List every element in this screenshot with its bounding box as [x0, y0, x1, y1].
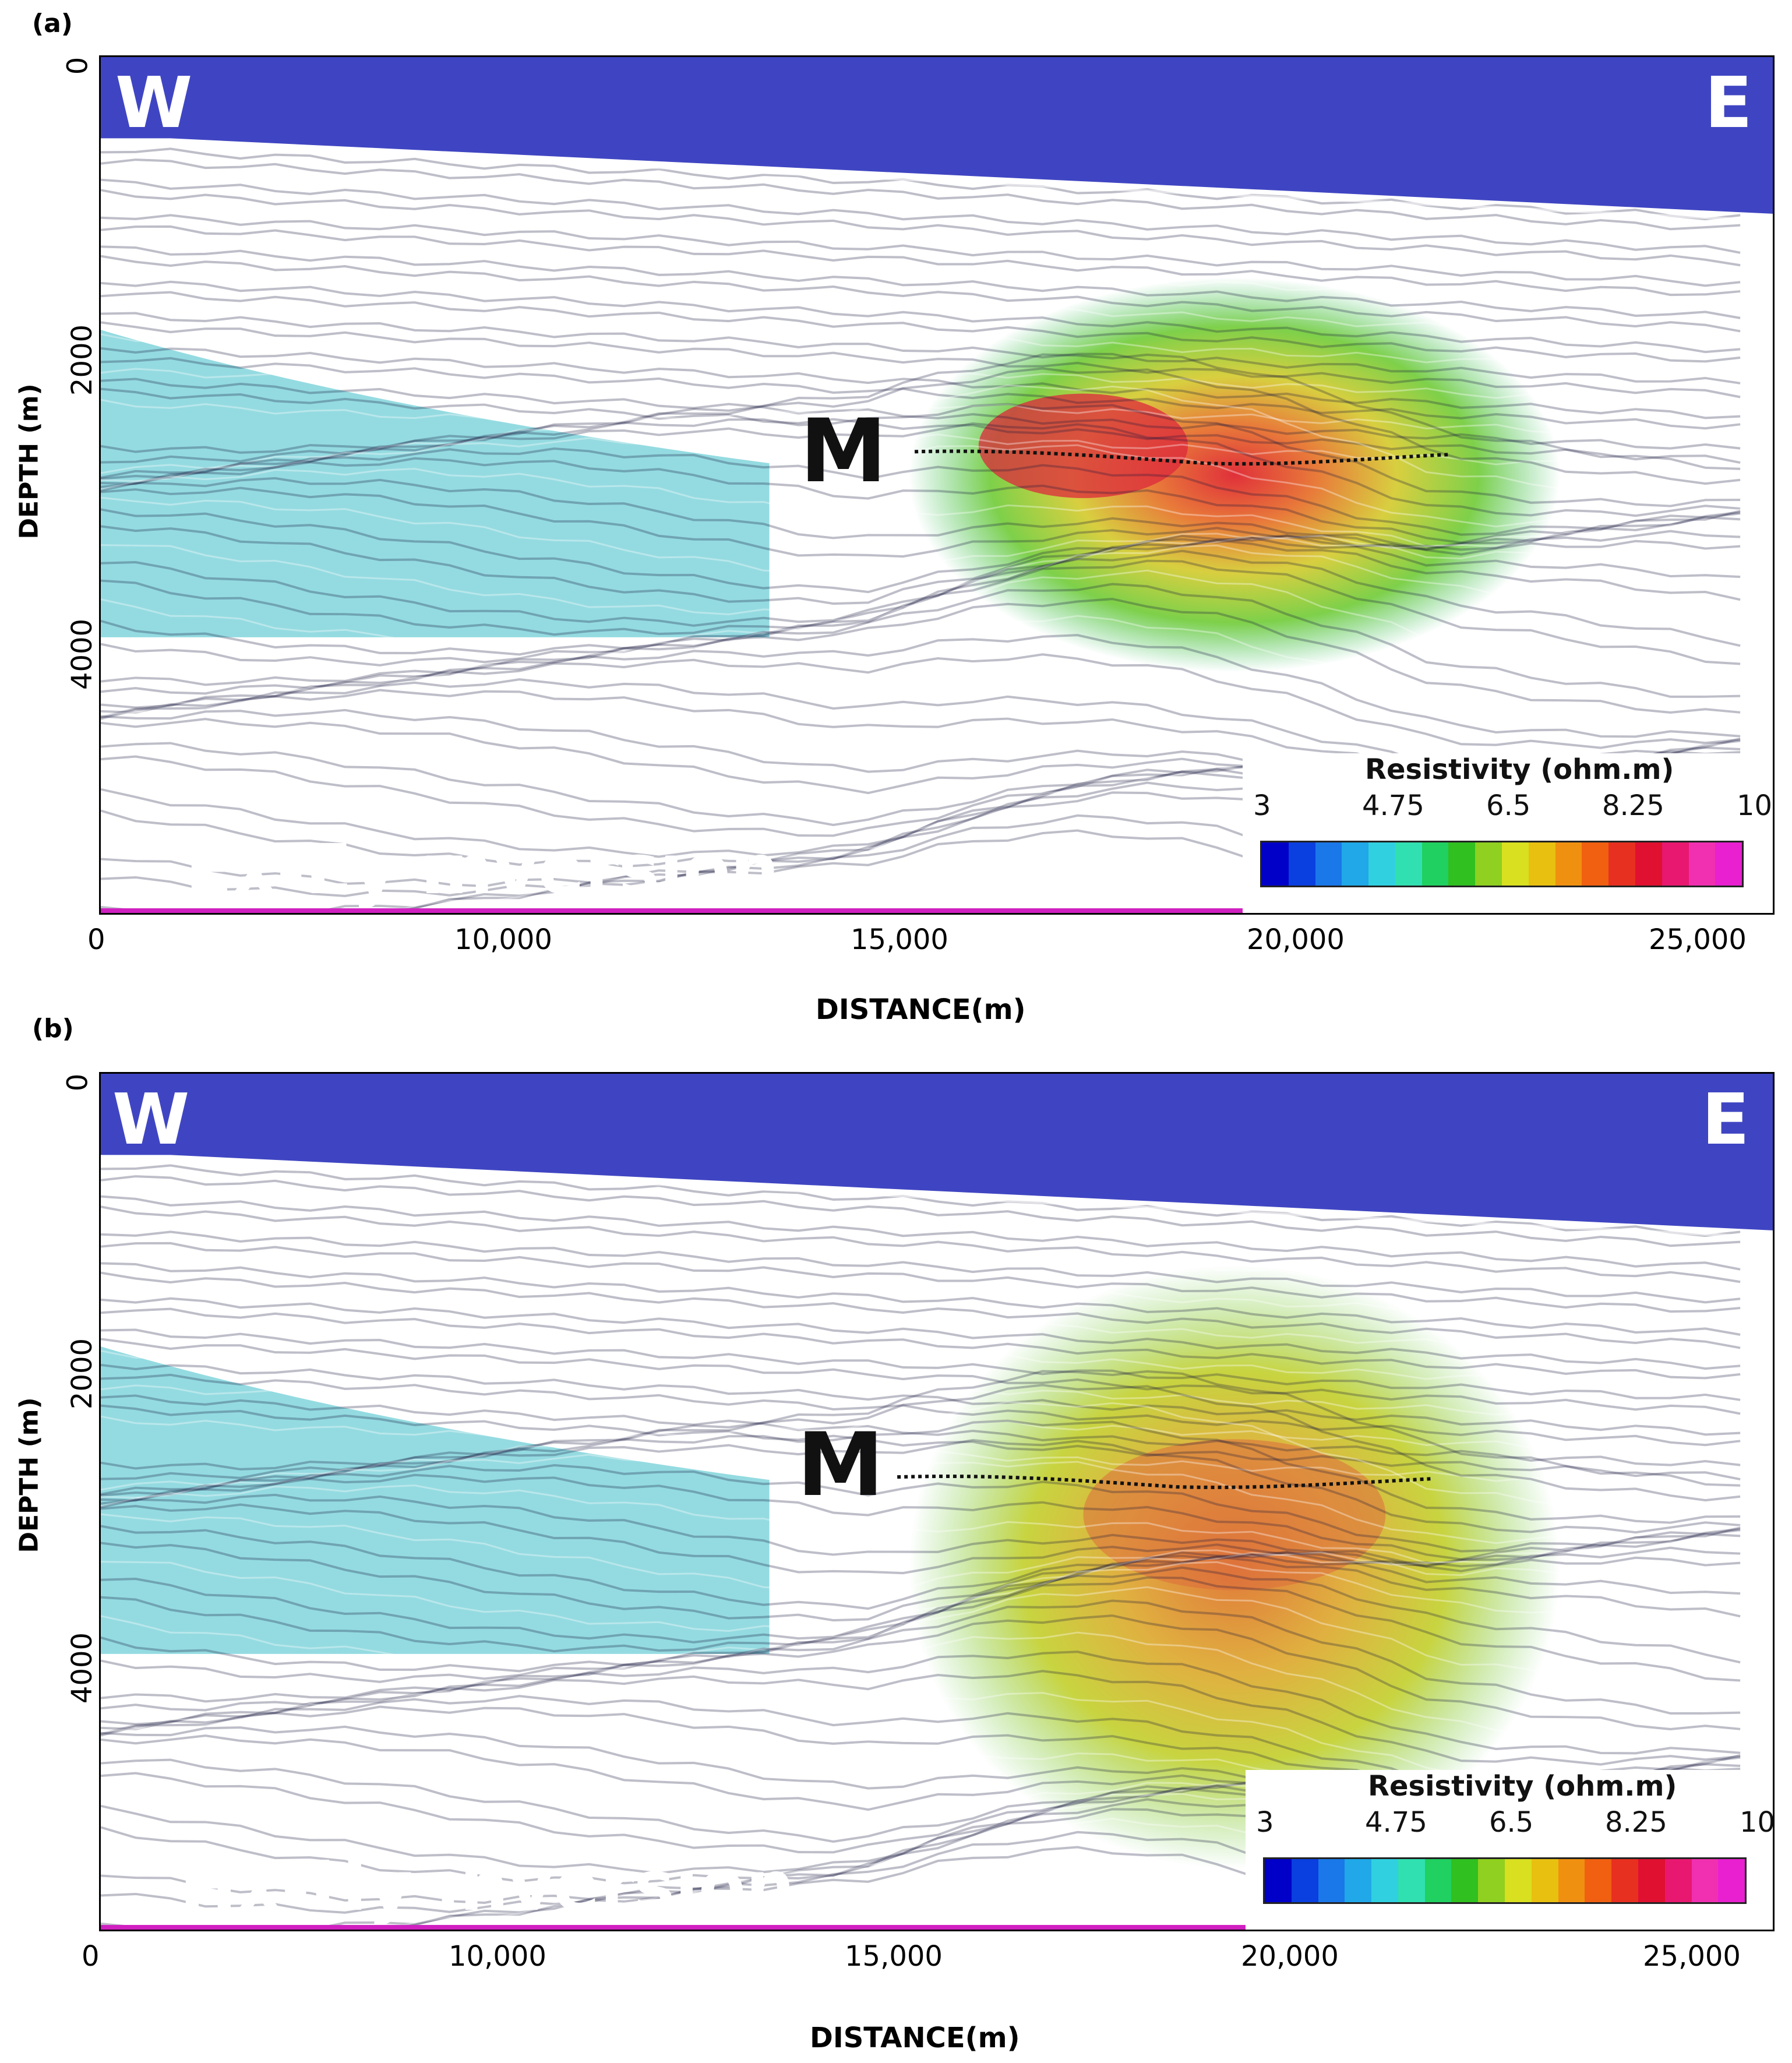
marker-m-label: M: [797, 1415, 884, 1516]
y-axis-label: DEPTH (m): [14, 1397, 44, 1553]
inversion-label: Hx-Hy inversion: [179, 1846, 795, 1926]
colorbar: Resistivity (ohm.m) 3 4.75 6.5 8.25 10: [1246, 1770, 1775, 1930]
seismic-section-plot: W E M Ex-Ey inversion Resistivity (ohm.m…: [99, 55, 1775, 915]
x-tick-label: 25,000: [1643, 1940, 1741, 1973]
colorbar-swatch: [1368, 842, 1395, 886]
colorbar-swatch: [1421, 842, 1449, 886]
panel-b: (b) W E M Hx-Hy inversion Resistivity (o…: [0, 1014, 1792, 2063]
x-tick-label: 0: [82, 1940, 100, 1973]
colorbar-tick: 6.5: [1489, 1806, 1534, 1839]
x-tick-label: 15,000: [851, 923, 948, 956]
colorbar-swatch: [1395, 842, 1422, 886]
colorbar-swatch: [1638, 1859, 1665, 1902]
colorbar-swatch: [1502, 842, 1529, 886]
x-tick-label: 20,000: [1247, 923, 1345, 956]
colorbar-title: Resistivity (ohm.m): [1368, 1770, 1677, 1803]
direction-east: E: [1702, 1080, 1749, 1161]
colorbar-tick: 4.75: [1365, 1806, 1427, 1839]
x-tick-label: 20,000: [1241, 1940, 1339, 1973]
colorbar-tick: 8.25: [1605, 1806, 1667, 1839]
y-tick-label: 4000: [66, 1632, 99, 1704]
colorbar-swatch: [1424, 1859, 1452, 1902]
seismic-section-plot: W E M Hx-Hy inversion Resistivity (ohm.m…: [99, 1072, 1775, 1931]
colorbar-swatch: [1265, 1859, 1292, 1902]
x-axis-label: DISTANCE(m): [810, 2022, 1020, 2054]
colorbar-swatch: [1635, 842, 1662, 886]
x-tick-label: 0: [87, 923, 105, 956]
colorbar-tick: 10: [1740, 1806, 1775, 1839]
colorbar-swatch: [1715, 842, 1742, 886]
marker-m-label: M: [800, 401, 887, 502]
colorbar-swatch: [1345, 1859, 1372, 1902]
colorbar-swatch: [1451, 1859, 1479, 1902]
direction-east: E: [1705, 63, 1752, 144]
colorbar-tick: 8.25: [1602, 789, 1664, 822]
colorbar-tick: 4.75: [1362, 789, 1424, 822]
y-axis-label: DEPTH (m): [14, 383, 44, 539]
colorbar-strip: [1263, 1857, 1747, 1904]
colorbar-swatch: [1318, 1859, 1345, 1902]
horizon-m-line: [915, 449, 1450, 466]
colorbar-tick: 3: [1253, 789, 1271, 822]
y-tick-label: 2000: [66, 324, 99, 396]
seismic-reflectors: [101, 1154, 1741, 1930]
colorbar-title: Resistivity (ohm.m): [1365, 753, 1674, 786]
colorbar-swatch: [1528, 842, 1555, 886]
colorbar-swatch: [1315, 842, 1342, 886]
colorbar-swatch: [1288, 842, 1315, 886]
panel-label: (a): [32, 9, 73, 38]
x-axis-label: DISTANCE(m): [816, 993, 1026, 1026]
resistivity-image: [101, 57, 1773, 913]
colorbar-swatch: [1262, 842, 1289, 886]
colorbar-swatch: [1291, 1859, 1318, 1902]
colorbar-swatch: [1608, 842, 1635, 886]
y-tick-label: 0: [61, 57, 94, 75]
resistivity-image: [101, 1074, 1773, 1930]
direction-west: W: [112, 1080, 190, 1161]
colorbar-swatch: [1475, 842, 1502, 886]
colorbar-swatch: [1505, 1859, 1532, 1902]
colorbar-swatch: [1585, 1859, 1612, 1902]
panel-a: (a) W E M Ex-Ey inversion Resistivity (o…: [0, 0, 1792, 1031]
colorbar-swatch: [1664, 1859, 1692, 1902]
colorbar-swatch: [1558, 1859, 1585, 1902]
x-tick-label: 25,000: [1649, 923, 1747, 956]
colorbar-swatch: [1371, 1859, 1398, 1902]
x-tick-label: 15,000: [845, 1940, 943, 1973]
colorbar-swatch: [1478, 1859, 1505, 1902]
colorbar-tick: 3: [1256, 1806, 1274, 1839]
colorbar-tick: 6.5: [1486, 789, 1531, 822]
colorbar-swatch: [1611, 1859, 1638, 1902]
colorbar-swatch: [1531, 1859, 1558, 1902]
colorbar-swatch: [1555, 842, 1582, 886]
y-tick-label: 2000: [66, 1338, 99, 1410]
direction-west: W: [115, 63, 193, 144]
colorbar-swatch: [1398, 1859, 1425, 1902]
colorbar-swatch: [1448, 842, 1476, 886]
colorbar-swatch: [1342, 842, 1369, 886]
colorbar-swatch: [1691, 1859, 1719, 1902]
x-tick-label: 10,000: [449, 1940, 546, 1973]
x-tick-label: 10,000: [454, 923, 552, 956]
colorbar-swatch: [1582, 842, 1609, 886]
colorbar: Resistivity (ohm.m) 3 4.75 6.5 8.25 10: [1243, 753, 1773, 913]
inversion-label: Ex-Ey inversion: [185, 829, 779, 909]
colorbar-strip: [1260, 841, 1744, 887]
y-tick-label: 0: [61, 1073, 94, 1092]
colorbar-swatch: [1718, 1859, 1745, 1902]
horizon-m-line: [897, 1475, 1433, 1489]
y-tick-label: 4000: [66, 618, 99, 690]
panel-label: (b): [32, 1014, 74, 1043]
colorbar-swatch: [1662, 842, 1689, 886]
colorbar-tick: 10: [1737, 789, 1773, 822]
colorbar-swatch: [1688, 842, 1716, 886]
